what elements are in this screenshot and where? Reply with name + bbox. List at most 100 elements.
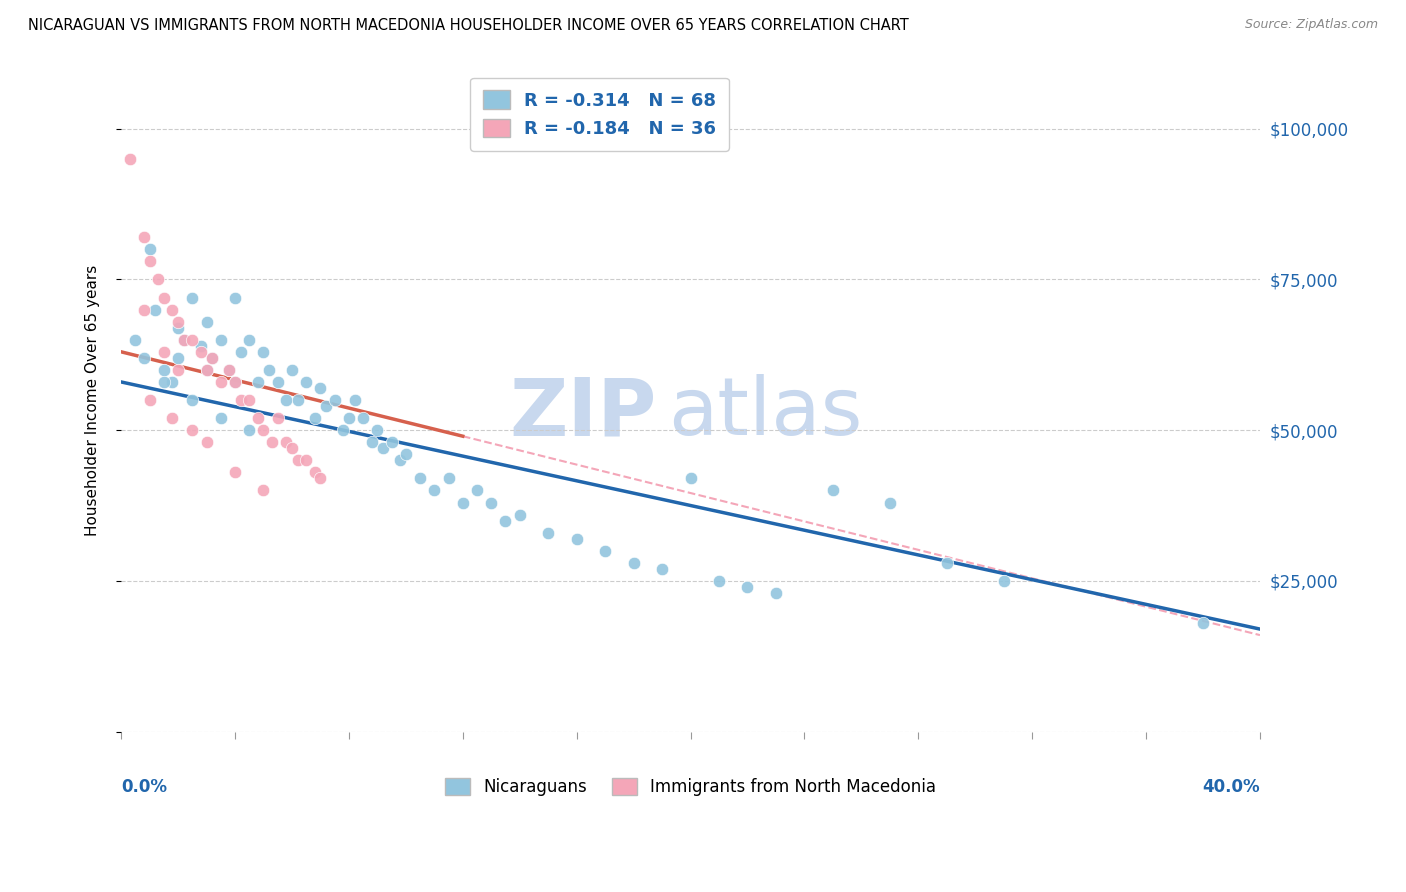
Point — [295, 375, 318, 389]
Point — [257, 363, 280, 377]
Point — [173, 333, 195, 347]
Point — [209, 411, 232, 425]
Point — [304, 411, 326, 425]
Point — [437, 471, 460, 485]
Point — [195, 363, 218, 377]
Point — [267, 375, 290, 389]
Text: NICARAGUAN VS IMMIGRANTS FROM NORTH MACEDONIA HOUSEHOLDER INCOME OVER 65 YEARS C: NICARAGUAN VS IMMIGRANTS FROM NORTH MACE… — [28, 18, 908, 33]
Point — [509, 508, 531, 522]
Point — [218, 363, 240, 377]
Point — [276, 392, 298, 407]
Point — [181, 333, 204, 347]
Point — [138, 254, 160, 268]
Point — [238, 333, 260, 347]
Point — [143, 302, 166, 317]
Point — [267, 411, 290, 425]
Point — [173, 333, 195, 347]
Point — [153, 344, 176, 359]
Point — [132, 302, 155, 317]
Point — [287, 453, 309, 467]
Point — [252, 344, 274, 359]
Point — [623, 556, 645, 570]
Point — [451, 495, 474, 509]
Point — [195, 363, 218, 377]
Point — [224, 375, 246, 389]
Point — [181, 392, 204, 407]
Point — [360, 435, 382, 450]
Point — [479, 495, 502, 509]
Point — [651, 562, 673, 576]
Point — [229, 344, 252, 359]
Point — [737, 580, 759, 594]
Point — [295, 453, 318, 467]
Y-axis label: Householder Income Over 65 years: Householder Income Over 65 years — [86, 264, 100, 536]
Point — [389, 453, 412, 467]
Text: 0.0%: 0.0% — [121, 778, 167, 796]
Point — [281, 363, 304, 377]
Point — [195, 315, 218, 329]
Point — [181, 291, 204, 305]
Point — [343, 392, 366, 407]
Point — [201, 351, 224, 365]
Point — [281, 442, 304, 456]
Point — [162, 375, 184, 389]
Point — [495, 514, 517, 528]
Text: atlas: atlas — [668, 375, 862, 452]
Point — [201, 351, 224, 365]
Point — [537, 525, 560, 540]
Text: Source: ZipAtlas.com: Source: ZipAtlas.com — [1244, 18, 1378, 31]
Point — [323, 392, 346, 407]
Point — [593, 543, 616, 558]
Point — [124, 333, 146, 347]
Point — [315, 399, 337, 413]
Point — [167, 315, 190, 329]
Point — [153, 291, 176, 305]
Point — [224, 466, 246, 480]
Point — [190, 339, 212, 353]
Point — [224, 375, 246, 389]
Point — [167, 363, 190, 377]
Point — [993, 574, 1015, 588]
Point — [132, 230, 155, 244]
Point — [138, 392, 160, 407]
Point — [821, 483, 844, 498]
Point — [679, 471, 702, 485]
Point — [195, 435, 218, 450]
Point — [707, 574, 730, 588]
Point — [132, 351, 155, 365]
Point — [287, 392, 309, 407]
Point — [879, 495, 901, 509]
Point — [276, 435, 298, 450]
Point — [138, 243, 160, 257]
Point — [565, 532, 588, 546]
Point — [238, 423, 260, 437]
Point — [337, 411, 360, 425]
Point — [153, 363, 176, 377]
Point — [381, 435, 404, 450]
Point — [238, 392, 260, 407]
Point — [209, 333, 232, 347]
Point — [181, 423, 204, 437]
Text: ZIP: ZIP — [509, 375, 657, 452]
Point — [352, 411, 374, 425]
Point — [209, 375, 232, 389]
Point — [146, 272, 169, 286]
Point — [162, 302, 184, 317]
Point — [409, 471, 432, 485]
Point — [252, 483, 274, 498]
Point — [1192, 615, 1215, 630]
Point — [332, 423, 354, 437]
Point — [935, 556, 957, 570]
Point — [218, 363, 240, 377]
Point — [371, 442, 394, 456]
Point — [366, 423, 388, 437]
Point — [423, 483, 446, 498]
Point — [190, 344, 212, 359]
Point — [167, 351, 190, 365]
Point — [304, 466, 326, 480]
Point — [246, 375, 269, 389]
Text: 40.0%: 40.0% — [1202, 778, 1260, 796]
Point — [765, 586, 787, 600]
Point — [118, 152, 141, 166]
Point — [309, 471, 332, 485]
